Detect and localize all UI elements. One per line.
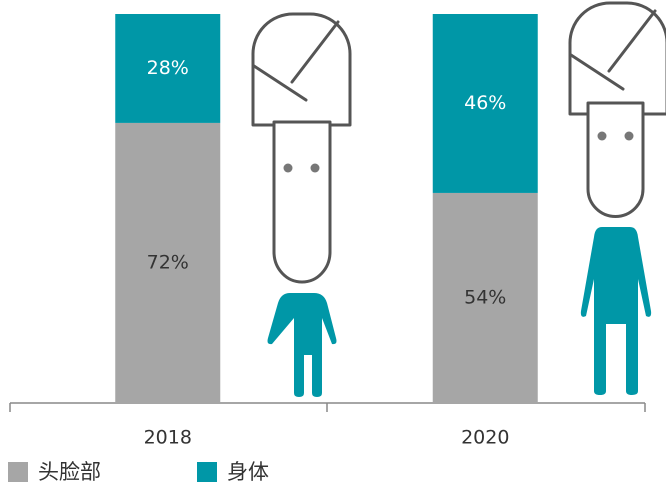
eye [310, 163, 320, 173]
bar-segment [115, 14, 221, 123]
legend-label: 头脸部 [38, 460, 101, 484]
legend-label: 身体 [227, 460, 269, 484]
legend-swatch [8, 462, 28, 482]
data-label: 54% [464, 286, 506, 308]
towel-fold [569, 53, 625, 91]
face [586, 101, 645, 218]
towel-fold [607, 9, 657, 73]
legend-swatch [197, 462, 217, 482]
data-label: 28% [147, 57, 189, 79]
data-label: 46% [464, 92, 506, 114]
bar-segment [432, 192, 538, 403]
person-icon [568, 1, 666, 395]
x-tick-label: 2018 [144, 427, 192, 449]
person-icon [251, 12, 352, 397]
x-tick-label: 2020 [461, 427, 509, 449]
body [580, 227, 652, 395]
eye [597, 131, 607, 141]
towel-fold [290, 20, 340, 84]
body [267, 293, 337, 397]
towel-fold [252, 64, 308, 102]
bar-segment [432, 14, 538, 193]
axis [9, 402, 646, 412]
bar-segment [115, 122, 221, 404]
eye [624, 131, 634, 141]
eye [283, 163, 293, 173]
face [272, 120, 332, 284]
data-label: 72% [147, 251, 189, 273]
